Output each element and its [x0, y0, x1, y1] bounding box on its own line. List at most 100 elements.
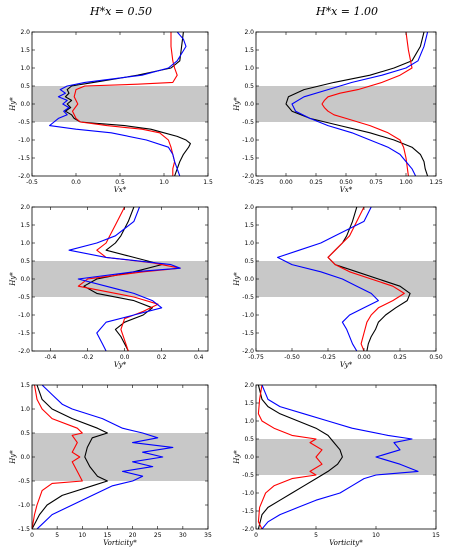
- x-tick-label: 0.5: [115, 179, 125, 186]
- y-tick-label: 1.0: [20, 240, 30, 247]
- y-tick-label: 2.0: [244, 204, 254, 211]
- series-line-red: [77, 207, 181, 351]
- y-tick-label: -0.5: [242, 472, 254, 479]
- y-tick-label: 1.0: [244, 240, 254, 247]
- y-tick-label: 2.0: [244, 382, 254, 389]
- y-tick-label: 2.0: [20, 29, 30, 36]
- y-tick-label: 0.5: [244, 436, 254, 443]
- x-tick-label: 0.0: [120, 354, 130, 361]
- x-axis-label: Vorticity*: [103, 539, 137, 547]
- series-line-red: [321, 32, 413, 176]
- column-title-right: H*x = 1.00: [315, 5, 378, 18]
- series-line-blue: [68, 207, 181, 351]
- shaded-band: [256, 439, 436, 475]
- x-tick-label: 25: [154, 532, 162, 539]
- y-tick-label: 1.0: [244, 418, 254, 425]
- y-tick-label: 0.5: [20, 430, 30, 437]
- x-axis-label: Vx*: [340, 186, 353, 194]
- x-tick-label: 1.25: [429, 179, 443, 186]
- x-axis-label: Vy*: [114, 361, 127, 369]
- panel-row2-col2: -0.75 -0.50 -0.25 0.00 0.25 0.50 -2.0 -1.5 -1.0 -…: [233, 204, 443, 369]
- x-tick-label: 0.4: [194, 354, 204, 361]
- x-tick-label: 0.25: [393, 354, 407, 361]
- y-tick-label: 1.0: [244, 65, 254, 72]
- y-tick-label: -1.5: [242, 155, 254, 162]
- y-axis-label: Hy*: [233, 97, 241, 112]
- y-tick-label: 2.0: [20, 204, 30, 211]
- x-axis-label: Vorticity*: [329, 539, 363, 547]
- y-tick-label: -1.0: [242, 312, 254, 319]
- x-tick-label: 30: [179, 532, 187, 539]
- x-tick-label: 0.50: [339, 179, 353, 186]
- series-line-black: [285, 32, 429, 176]
- y-tick-label: -1.5: [18, 330, 30, 337]
- y-tick-label: -2.0: [18, 348, 30, 355]
- x-tick-label: 0.00: [279, 179, 293, 186]
- y-tick-label: 1.5: [20, 382, 30, 389]
- y-tick-label: 0.5: [20, 258, 30, 265]
- x-tick-label: 1.00: [399, 179, 413, 186]
- series-line-black: [83, 207, 163, 351]
- x-tick-label: 0.50: [429, 354, 443, 361]
- x-tick-label: 10: [78, 532, 86, 539]
- x-tick-label: 10: [372, 532, 380, 539]
- column-title-left: H*x = 0.50: [89, 5, 152, 18]
- x-tick-label: 5: [55, 532, 59, 539]
- x-tick-label: 0.75: [369, 179, 383, 186]
- series-line-red: [327, 207, 405, 351]
- y-tick-label: 0.0: [20, 276, 30, 283]
- y-tick-label: 0.0: [20, 101, 30, 108]
- y-tick-label: 1.5: [244, 47, 254, 54]
- y-tick-label: 0.5: [244, 258, 254, 265]
- series-line-blue: [277, 207, 379, 351]
- x-tick-label: 0.00: [357, 354, 371, 361]
- series-line-red: [32, 385, 83, 529]
- y-tick-label: -2.0: [18, 173, 30, 180]
- x-tick-label: -0.50: [284, 354, 300, 361]
- y-tick-label: 0.0: [20, 454, 30, 461]
- x-tick-label: 0: [254, 532, 258, 539]
- y-tick-label: -1.5: [242, 508, 254, 515]
- series-line-black: [32, 385, 108, 529]
- y-tick-label: 0.0: [244, 101, 254, 108]
- y-tick-label: -1.0: [242, 137, 254, 144]
- y-tick-label: 0.5: [20, 83, 30, 90]
- y-tick-label: -1.5: [18, 155, 30, 162]
- x-tick-label: -0.75: [248, 354, 264, 361]
- series-line-black: [257, 385, 343, 529]
- x-tick-label: 0.2: [157, 354, 167, 361]
- series-line-blue: [36, 385, 174, 529]
- x-tick-label: -0.5: [26, 179, 38, 186]
- panel-row1-col2: -0.25 0.00 0.25 0.50 0.75 1.00 1.25 -2.0 -1.5 -1.…: [233, 29, 443, 194]
- y-axis-label: Hy*: [233, 450, 241, 465]
- x-tick-label: 35: [204, 532, 212, 539]
- y-tick-label: 0.0: [244, 276, 254, 283]
- series-line-red: [71, 32, 178, 176]
- x-axis-label: Vy*: [340, 361, 353, 369]
- x-tick-label: 0.0: [71, 179, 81, 186]
- y-tick-label: -2.0: [242, 173, 254, 180]
- shaded-band: [32, 261, 208, 297]
- y-axis-label: Hy*: [233, 272, 241, 287]
- x-tick-label: 15: [432, 532, 440, 539]
- y-tick-label: 1.5: [20, 47, 30, 54]
- y-axis-label: Hy*: [9, 97, 17, 112]
- y-tick-label: -1.5: [18, 526, 30, 533]
- x-tick-label: -0.2: [82, 354, 94, 361]
- x-axis-label: Vx*: [114, 186, 127, 194]
- shaded-band: [256, 261, 436, 297]
- x-tick-label: 1.0: [159, 179, 169, 186]
- x-tick-label: 0: [30, 532, 34, 539]
- x-tick-label: 20: [129, 532, 137, 539]
- x-tick-label: 0.25: [309, 179, 323, 186]
- shaded-band: [32, 433, 208, 481]
- y-tick-label: -1.0: [18, 502, 30, 509]
- y-tick-label: 1.0: [20, 65, 30, 72]
- y-tick-label: 1.5: [244, 222, 254, 229]
- y-tick-label: -1.0: [18, 312, 30, 319]
- y-tick-label: 1.0: [20, 406, 30, 413]
- y-tick-label: -0.5: [18, 478, 30, 485]
- panel-row3-col2: 0 5 10 15 -2.0 -1.5 -1.0 -0.5 0.0 0.5 1.0 1.5 2.0 Vor…: [233, 382, 440, 547]
- y-tick-label: -0.5: [242, 294, 254, 301]
